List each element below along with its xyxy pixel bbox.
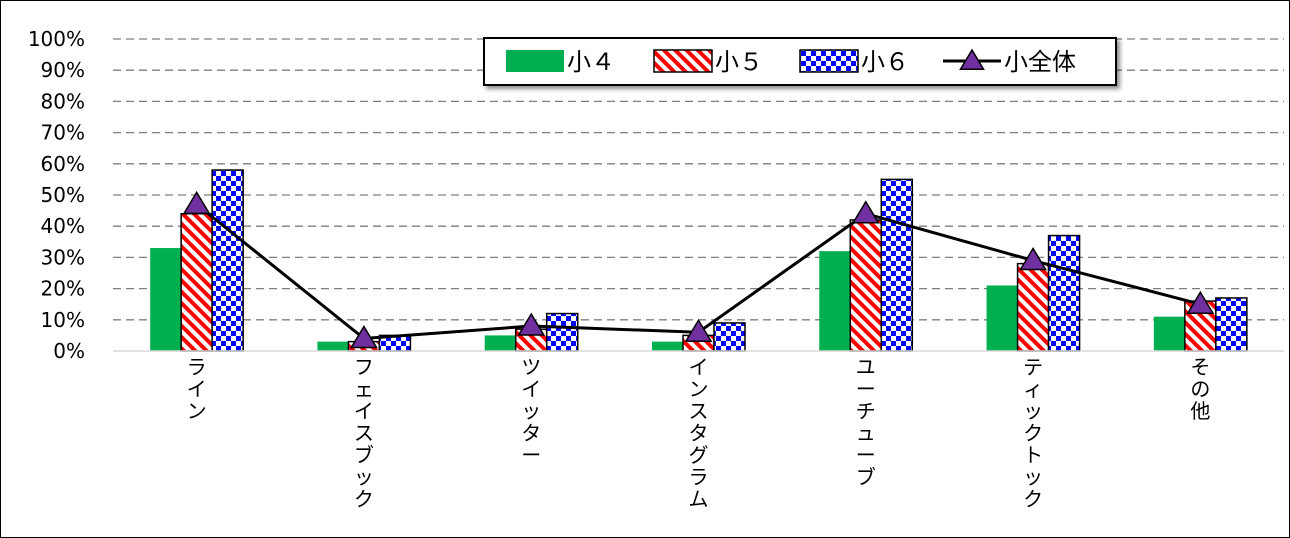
x-category-label: その他 bbox=[1190, 355, 1210, 423]
legend-swatch-小４ bbox=[506, 50, 564, 72]
y-tick-label: 20% bbox=[41, 277, 85, 301]
x-category-label: インスタグラム bbox=[689, 355, 709, 511]
legend-label-小４: 小４ bbox=[567, 48, 615, 76]
bar-小６-その他 bbox=[1215, 297, 1248, 352]
bar-小６-ティックトック bbox=[1047, 234, 1081, 352]
marker-小全体-ライン bbox=[182, 190, 211, 215]
bars bbox=[150, 169, 1248, 352]
y-tick-label: 50% bbox=[41, 183, 85, 207]
y-tick-label: 40% bbox=[41, 214, 85, 238]
marker-小全体-ユーチューブ bbox=[851, 200, 880, 224]
x-category-label: ツイッター bbox=[521, 355, 541, 467]
y-tick-label: 0% bbox=[53, 339, 85, 363]
bar-小４-ユーチューブ bbox=[819, 251, 851, 351]
legend-label-小６: 小６ bbox=[861, 48, 909, 76]
x-category-label: ユーチューブ bbox=[856, 355, 876, 489]
legend: 小４ 小５ 小６ 小全体 bbox=[483, 37, 1117, 86]
y-tick-label: 10% bbox=[41, 308, 85, 332]
marker-小全体-ツイッター bbox=[517, 312, 546, 336]
bar-小４-インスタグラム bbox=[652, 341, 683, 351]
bar-小４-ライン bbox=[150, 248, 182, 351]
y-tick-label: 70% bbox=[41, 121, 85, 145]
marker-小全体-フェイスブック bbox=[350, 325, 378, 349]
y-tick-label: 80% bbox=[41, 89, 85, 113]
x-category-label: ライン bbox=[187, 355, 207, 423]
legend-label-小全体: 小全体 bbox=[1004, 48, 1076, 76]
bar-小４-フェイスブック bbox=[317, 341, 349, 351]
x-axis-category-labels: ライン フェイスブック ツイッター インスタグラム ユーチューブ ティックトック その他 bbox=[187, 355, 1211, 511]
y-tick-label: 60% bbox=[41, 152, 85, 176]
x-category-label: フェイスブック bbox=[354, 355, 374, 511]
bar-小５-ティックトック bbox=[1016, 262, 1050, 352]
y-tick-label: 30% bbox=[41, 245, 85, 269]
legend-swatch-小６ bbox=[799, 49, 859, 73]
marker-小全体-インスタグラム bbox=[684, 318, 713, 343]
bar-小６-ツイッター bbox=[545, 312, 579, 352]
y-tick-label: 90% bbox=[41, 58, 85, 82]
bar-小５-ユーチューブ bbox=[849, 219, 883, 352]
legend-marker-小全体 bbox=[959, 48, 985, 70]
bar-小６-インスタグラム bbox=[713, 322, 746, 352]
bar-小４-ツイッター bbox=[484, 335, 516, 351]
bar-小６-ライン bbox=[211, 169, 244, 352]
bar-小６-ユーチューブ bbox=[880, 178, 914, 352]
y-tick-label: 100% bbox=[28, 27, 85, 51]
legend-swatch-小５ bbox=[653, 49, 713, 73]
legend-label-小５: 小５ bbox=[715, 48, 763, 76]
bar-小５-ライン bbox=[180, 212, 213, 352]
bar-小４-ティックトック bbox=[986, 285, 1018, 351]
bar-小４-その他 bbox=[1153, 316, 1185, 351]
marker-小全体-ティックトック bbox=[1019, 247, 1047, 271]
marker-小全体-その他 bbox=[1186, 290, 1215, 314]
x-category-label: ティックトック bbox=[1023, 355, 1043, 511]
y-axis-tick-labels: 0% 10% 20% 30% 40% 50% 60% 70% 80% 90% 100% bbox=[28, 27, 85, 363]
overall-line-series bbox=[182, 190, 1215, 349]
